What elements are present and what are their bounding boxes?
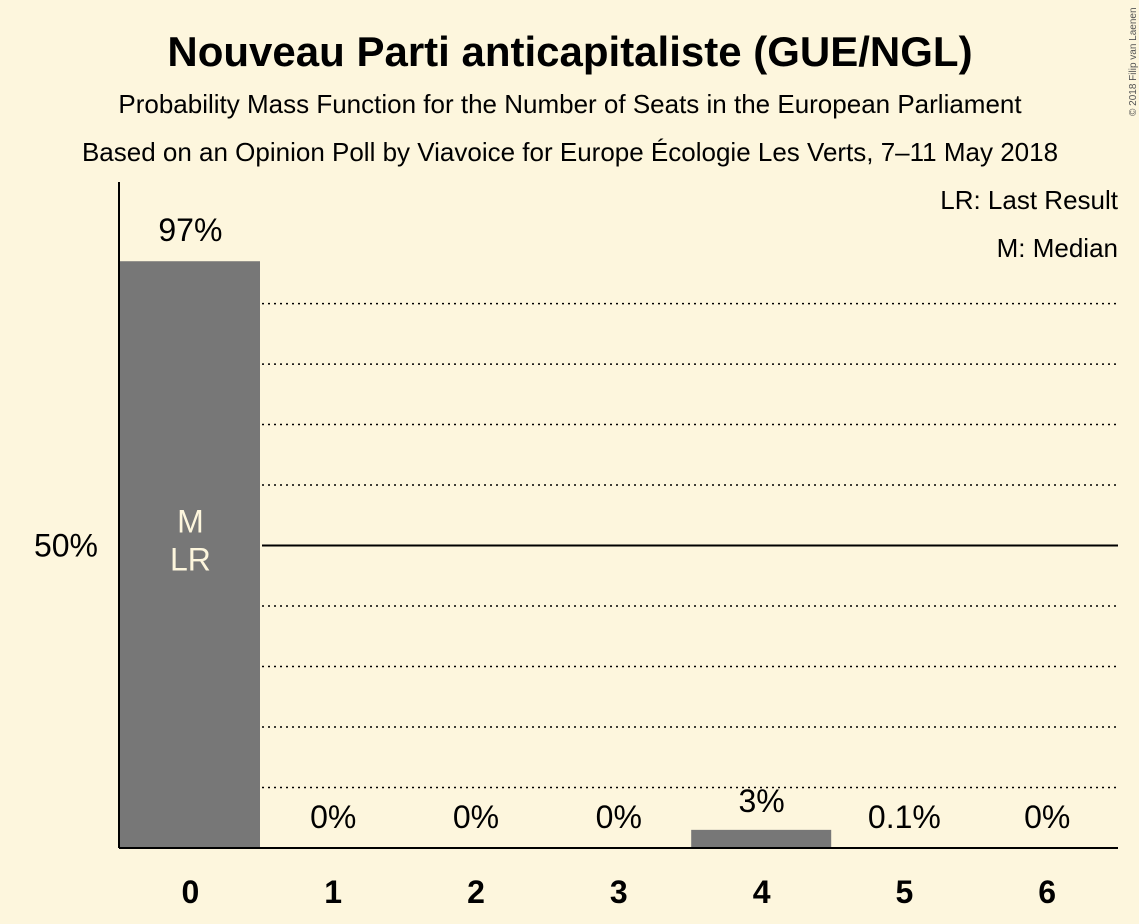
x-tick-label-2: 2 bbox=[467, 874, 485, 910]
chart-subtitle-poll: Based on an Opinion Poll by Viavoice for… bbox=[82, 137, 1058, 167]
chart-subtitle: Probability Mass Function for the Number… bbox=[118, 89, 1022, 119]
bar-mark-lr: LR bbox=[170, 542, 211, 578]
x-tick-label-4: 4 bbox=[753, 874, 771, 910]
value-label-5: 0.1% bbox=[868, 799, 941, 835]
value-label-2: 0% bbox=[453, 799, 499, 835]
legend-median: M: Median bbox=[997, 233, 1118, 263]
bar-0 bbox=[120, 261, 260, 848]
y-tick-label-50: 50% bbox=[34, 528, 98, 564]
value-label-6: 0% bbox=[1024, 799, 1070, 835]
legend-last-result: LR: Last Result bbox=[940, 185, 1119, 215]
value-label-4: 3% bbox=[738, 783, 784, 819]
value-labels: 97% 0% 0% 0% 3% 0.1% 0% MLR bbox=[158, 212, 1070, 835]
chart-title: Nouveau Parti anticapitaliste (GUE/NGL) bbox=[167, 28, 972, 75]
x-tick-label-1: 1 bbox=[324, 874, 342, 910]
bars bbox=[120, 261, 832, 848]
x-tick-label-3: 3 bbox=[610, 874, 628, 910]
grid-lines bbox=[262, 302, 1118, 789]
value-label-1: 0% bbox=[310, 799, 356, 835]
x-tick-label-0: 0 bbox=[182, 874, 200, 910]
bar-mark-m: M bbox=[177, 504, 204, 540]
x-axis-ticks: 0 1 2 3 4 5 6 bbox=[182, 874, 1057, 910]
value-label-3: 0% bbox=[596, 799, 642, 835]
value-label-0: 97% bbox=[158, 212, 222, 248]
x-tick-label-5: 5 bbox=[896, 874, 914, 910]
x-tick-label-6: 6 bbox=[1038, 874, 1056, 910]
copyright-notice: © 2018 Filip van Laenen bbox=[1128, 7, 1139, 116]
bar-4 bbox=[691, 829, 832, 848]
